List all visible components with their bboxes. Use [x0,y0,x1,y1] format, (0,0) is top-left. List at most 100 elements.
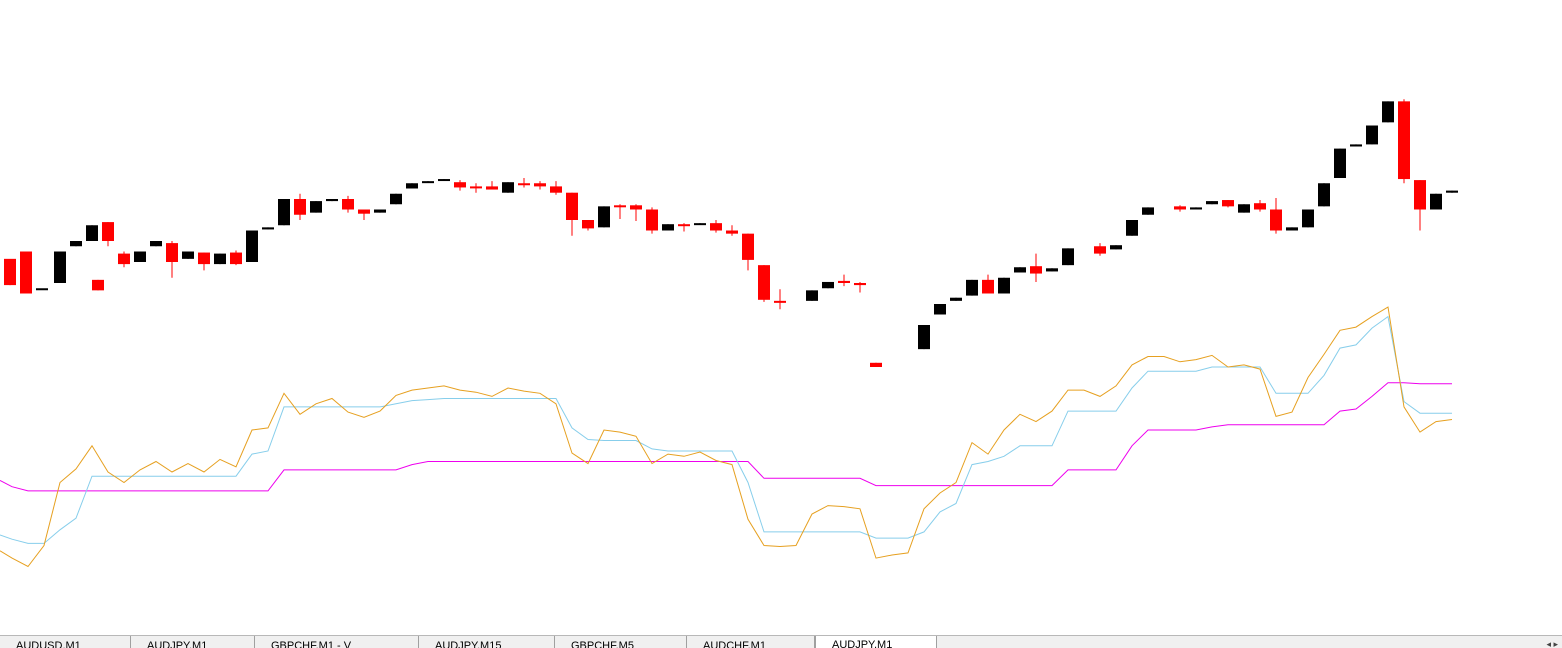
candle [822,281,834,289]
candle [550,181,562,195]
candle [534,181,546,190]
candle-body-bear [854,283,866,286]
candle-body-bull [374,209,386,213]
candle-body-bull [422,181,434,184]
candle-body-bull [1206,201,1218,205]
candle-body-bull [278,199,290,226]
candle-body-bear [102,222,114,241]
candle-body-bear [630,205,642,210]
candle [1430,193,1442,210]
candle [1382,101,1394,123]
candle-body-bull [1014,267,1026,273]
candle-body-bull [1350,144,1362,147]
tab-chart-2[interactable]: AUDJPY,M1 [131,636,255,648]
candle-body-bear [92,279,104,291]
slow-line [0,382,1452,492]
candle [54,251,66,283]
candle [278,199,290,226]
candle-body-bull [950,297,962,301]
candle-body-bear [1254,203,1266,210]
tab-chart-5[interactable]: GBPCHF,M5 [555,636,687,648]
candle [230,250,242,266]
candle-body-bear [230,252,242,265]
candle [726,225,738,236]
candle [598,206,610,228]
chart-area[interactable] [0,0,1562,635]
candle [1270,197,1282,234]
candle [454,180,466,191]
candle [982,274,994,294]
candle-body-bull [54,251,66,283]
candle-body-bear [454,182,466,188]
candle [36,288,48,291]
candle [86,225,98,241]
candle-body-bear [470,186,482,189]
candle-body-bull [1126,220,1138,236]
candle [326,199,338,202]
candle-body-bull [822,281,834,289]
candle-body-bull [1382,101,1394,123]
candle-body-bear [758,265,770,300]
candle [1414,180,1426,231]
candle [1350,144,1362,147]
candle-body-bull [1286,227,1298,231]
candle [342,195,354,213]
tab-chart-4[interactable]: AUDJPY,M15 [419,636,555,648]
candle [934,304,946,315]
candle [422,181,434,184]
candle [1398,99,1410,184]
candle-body-bull [1110,245,1122,250]
candle [774,289,786,310]
candle [1062,248,1074,266]
candle [998,277,1010,294]
tab-chart-7[interactable]: AUDJPY,M1 [815,636,937,648]
candle [1190,207,1202,210]
candle [678,223,690,232]
candle [662,224,674,231]
candle [1142,207,1154,215]
chart-tab-bar: AUDUSD,M1 AUDJPY,M1 GBPCHF,M1 - V AUDJPY,M1… [0,635,1562,648]
candle-body-bull [694,223,706,226]
candle-body-bull [36,288,48,291]
candle [1334,148,1346,178]
candle-body-bull [1318,183,1330,207]
candle-body-bear [342,199,354,210]
candle [918,325,930,350]
candle [646,207,658,234]
tab-scroll-arrows-icon[interactable]: ◂ ▸ [1546,639,1558,648]
candle-body-bear [726,230,738,234]
candle-body-bull [310,201,322,213]
candle [1222,200,1234,208]
candle [614,204,626,219]
candle-body-bear [294,199,306,215]
candle-body-bear [678,224,690,227]
indicator-lines-layer [0,306,1453,568]
fast-line [0,306,1453,568]
candle-body-bear [1174,206,1186,210]
candle-body-bear [198,252,210,265]
candle-body-bull [1062,248,1074,266]
candle-body-bull [326,199,338,202]
candle [1110,245,1122,250]
candle [102,222,114,247]
candle-body-bear [486,186,498,190]
candle [438,179,450,182]
tab-chart-3[interactable]: GBPCHF,M1 - V [255,636,419,648]
candle-body-bear [1094,246,1106,254]
candle-body-bear [534,183,546,187]
candle-body-bull [502,182,514,193]
candle [502,182,514,193]
candle [1254,200,1266,212]
candle [70,241,82,247]
candle [838,274,850,287]
candles-layer [4,99,1458,367]
candle-body-bear [774,300,786,303]
candle [294,193,306,220]
tab-chart-1[interactable]: AUDUSD,M1 [0,636,131,648]
price-chart[interactable] [0,0,1562,635]
candle [1030,253,1042,282]
candle-body-bear [870,362,882,367]
tab-chart-6[interactable]: AUDCHF,M1 [687,636,815,648]
candle-body-bull [598,206,610,228]
candle-body-bear [646,209,658,231]
